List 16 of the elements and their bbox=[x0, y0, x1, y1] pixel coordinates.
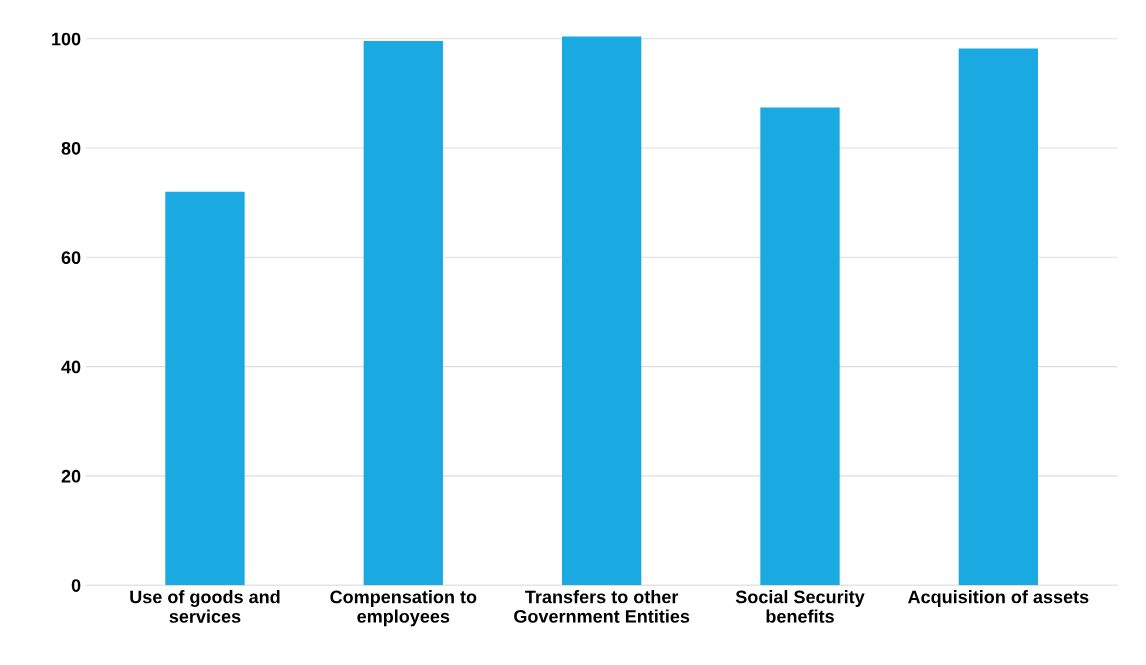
y-tick-label: 80 bbox=[61, 141, 81, 155]
x-tick-label: Use of goods and services bbox=[130, 590, 280, 623]
y-tick-label: 100 bbox=[52, 32, 81, 46]
bar bbox=[165, 191, 245, 586]
y-tick-label: 60 bbox=[61, 251, 81, 265]
bar bbox=[561, 36, 642, 586]
bar bbox=[958, 48, 1039, 586]
y-tick-label: 40 bbox=[61, 360, 81, 374]
x-tick-label: Acquisition of assets bbox=[908, 590, 1089, 607]
y-tick-label: 20 bbox=[61, 469, 81, 483]
bar bbox=[363, 40, 443, 586]
y-tick-label: 0 bbox=[71, 579, 81, 592]
x-tick-label: Social Security benefits bbox=[735, 590, 865, 623]
x-tick-label: Compensation to employees bbox=[330, 590, 477, 627]
x-tick-label: Transfers to other Government Entities bbox=[514, 590, 690, 623]
bar bbox=[760, 107, 840, 586]
